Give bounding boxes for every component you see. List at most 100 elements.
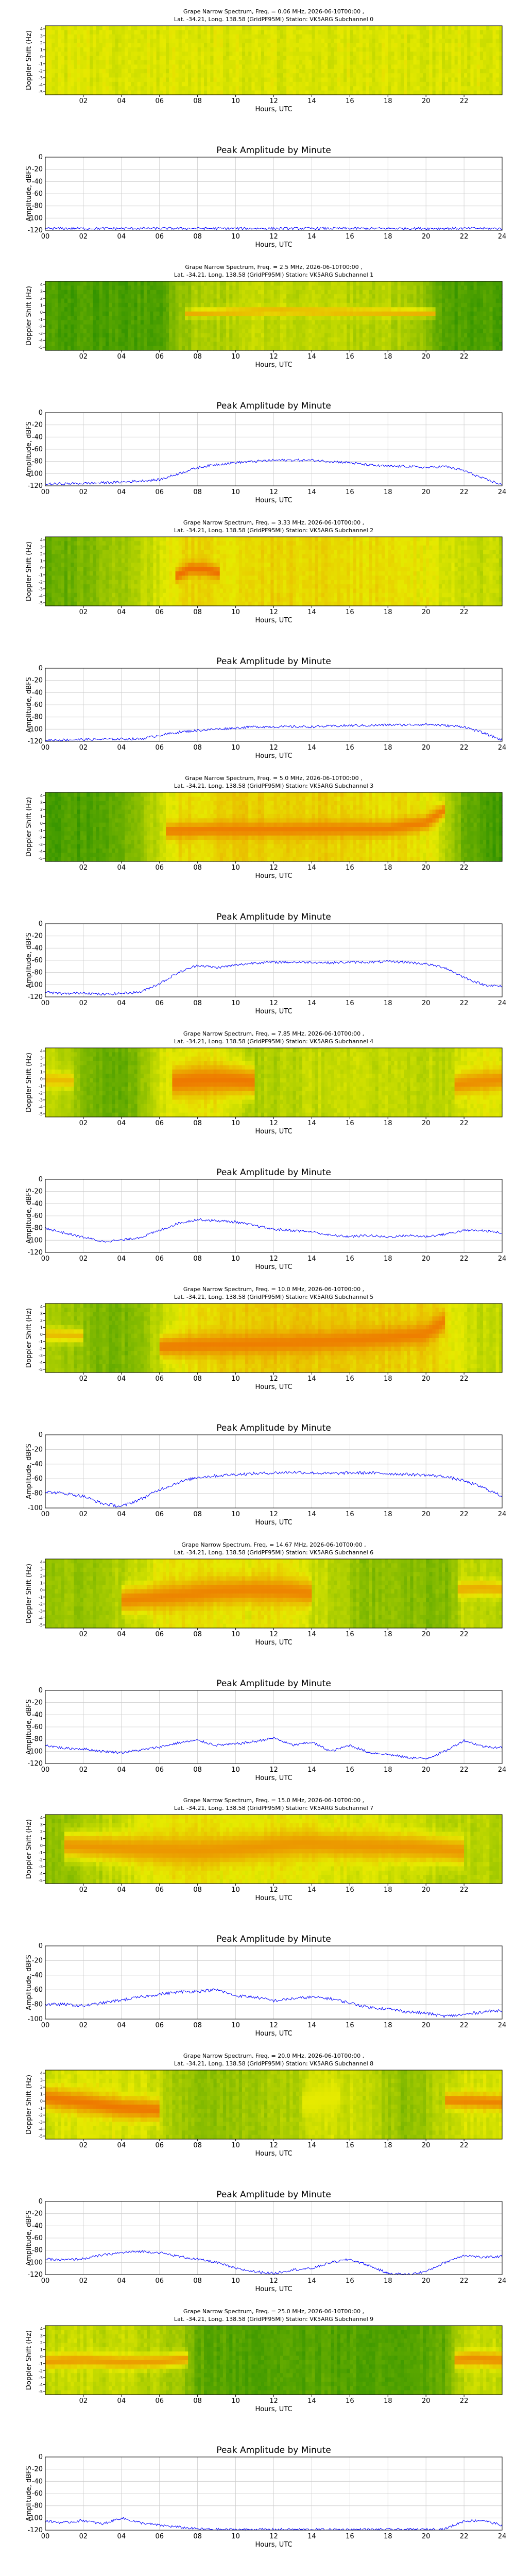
spectrogram-cell [235,316,239,320]
spectrogram-cell [394,26,398,30]
spectrogram-cell [426,324,430,329]
spectrogram-cell [61,52,65,57]
spectrogram-cell [308,34,313,39]
spectrogram-cell [435,285,439,291]
spectrogram-cell [207,86,211,91]
spectrogram-cell [200,285,204,291]
spectrogram-cell [197,26,201,30]
spectrogram-cell [470,69,474,74]
spectrogram-cell [159,329,163,334]
spectrogram-cell [391,342,395,347]
spectrogram-cell [109,302,112,308]
spectrogram-cell [362,342,366,347]
spectrogram-cell [270,333,274,338]
spectrogram-cell [124,34,128,39]
spectrogram-cell [283,290,287,295]
spectrogram-cell [483,285,487,291]
spectrogram-cell [175,47,179,52]
spectrogram-cell [178,64,182,70]
spectrogram-cell [492,26,496,30]
spectrogram-cell [48,320,52,325]
spectrogram-cell [137,329,141,334]
spectrogram-cell [226,281,230,286]
spectrogram-cell [270,64,274,70]
spectrogram-cell [64,320,68,325]
spectrogram-cell [404,337,407,342]
spectrogram-cell [188,47,192,52]
spectrogram-cell [372,290,376,295]
spectrogram-cell [356,298,360,303]
spectrogram-cell [280,333,284,338]
spectrogram-cell [106,47,109,52]
spectrogram-cell [83,290,87,295]
spectrogram-cell [147,307,150,312]
spectrogram-cell [52,39,56,44]
spectrogram-cell [318,298,322,303]
spectrogram-cell [64,64,68,70]
spectrogram-cell [334,81,338,87]
spectrogram-cell [229,64,233,70]
spectrogram-cell [372,307,376,312]
spectrogram-cell [175,329,179,334]
spectrogram-cell [486,69,490,74]
spectrogram-cell [77,285,81,291]
spectrogram-cell [366,302,369,308]
spectrogram-cell [216,333,220,338]
spectrogram-cell [473,285,477,291]
spectrogram-cell [324,34,328,39]
spectrogram-cell [350,290,354,295]
spectrogram-cell [226,333,230,338]
spectrogram-cell [454,52,458,57]
spectrogram-cell [210,34,214,39]
spectrogram-cell [99,333,103,338]
spectrogram-cell [61,86,65,91]
spectrogram-cell [413,298,417,303]
spectrogram-cell [200,324,204,329]
spectrogram-cell [90,320,93,325]
spectrogram-cell [121,285,125,291]
spectrogram-cell [245,298,249,303]
spectrogram-cell [457,69,461,74]
amplitude-xtick-label: 08 [193,488,202,496]
spectrogram-cell [159,90,163,95]
spectrogram-cell [305,337,309,342]
spectrogram-cell [454,302,458,308]
spectrogram-cell [340,294,344,299]
spectrogram-cell [248,77,252,82]
spectrogram-cell [71,285,75,291]
spectrogram-cell [80,545,84,550]
spectrogram-cell [194,298,198,303]
spectrogram-cell [143,90,147,95]
spectrogram-cell [378,285,382,291]
spectrogram-cell [337,60,341,65]
spectrogram-cell [67,588,71,594]
spectrogram-cell [172,73,176,78]
spectrogram-cell [200,30,204,35]
spectrogram-cell [270,43,274,48]
spectrogram-cell [388,64,392,70]
spectrogram-cell [251,26,255,30]
spectrogram-cell [334,56,338,61]
spectrogram-cell [388,329,392,334]
spectrogram-cell [277,34,281,39]
spectrogram-cell [299,52,303,57]
spectrogram-cell [460,47,465,52]
spectrogram-cell [191,34,195,39]
spectrogram-cell [426,73,430,78]
spectrogram-cell [175,30,179,35]
spectrogram-cell [200,64,204,70]
spectrogram-cell [378,64,382,70]
spectrogram-cell [299,316,303,320]
spectrogram-cell [378,90,382,95]
spectrogram-cell [124,333,128,338]
spectrogram-cell [492,64,496,70]
spectrogram-cell [140,26,144,30]
spectrogram-cell [448,30,452,35]
spectrogram-cell [137,285,141,291]
spectrogram-cell [366,342,369,347]
spectrogram-cell [93,294,97,299]
spectrogram-cell [52,541,56,546]
spectrogram-cell [353,26,357,30]
spectrogram-cell [473,77,477,82]
spectrogram-cell [248,73,252,78]
